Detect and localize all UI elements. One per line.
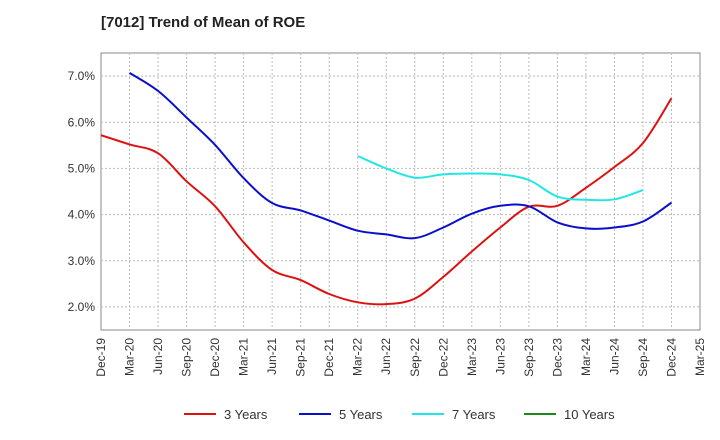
x-tick-label: Mar-20 (123, 338, 137, 376)
x-tick-label: Sep-24 (636, 338, 650, 377)
legend-label-1: 5 Years (339, 407, 383, 422)
legend-label-3: 10 Years (564, 407, 615, 422)
series-line-0 (100, 97, 673, 306)
legend-label-2: 7 Years (452, 407, 496, 422)
x-tick-label: Mar-24 (579, 338, 593, 376)
x-tick-label: Dec-19 (94, 338, 108, 377)
x-tick-label: Dec-20 (208, 338, 222, 377)
x-tick-label: Mar-22 (351, 338, 365, 376)
x-tick-label: Sep-20 (180, 338, 194, 377)
chart-title: [7012] Trend of Mean of ROE (101, 14, 306, 31)
x-tick-label: Jun-24 (607, 338, 621, 375)
x-tick-label: Jun-21 (265, 338, 279, 375)
y-tick-label: 2.0% (68, 300, 96, 314)
y-tick-label: 4.0% (68, 208, 96, 222)
x-tick-label: Dec-22 (436, 338, 450, 377)
series-line-2 (357, 155, 644, 202)
x-tick-label: Jun-22 (379, 338, 393, 375)
x-tick-label: Jun-20 (151, 338, 165, 375)
x-tick-label: Sep-21 (294, 338, 308, 377)
y-tick-label: 7.0% (68, 69, 96, 83)
x-tick-label: Sep-23 (522, 338, 536, 377)
x-tick-label: Mar-25 (693, 338, 707, 376)
x-tick-label: Dec-21 (322, 338, 336, 377)
x-tick-label: Dec-23 (550, 338, 564, 377)
y-tick-label: 6.0% (68, 115, 96, 129)
y-tick-label: 3.0% (68, 254, 96, 268)
x-tick-label: Jun-23 (493, 338, 507, 375)
x-tick-label: Sep-22 (408, 338, 422, 377)
x-tick-label: Mar-21 (237, 338, 251, 376)
series-line-1 (128, 72, 673, 240)
x-tick-label: Dec-24 (664, 338, 678, 377)
plot-area (100, 52, 701, 331)
legend-label-0: 3 Years (224, 407, 268, 422)
x-tick-label: Mar-23 (465, 338, 479, 376)
y-tick-label: 5.0% (68, 161, 96, 175)
